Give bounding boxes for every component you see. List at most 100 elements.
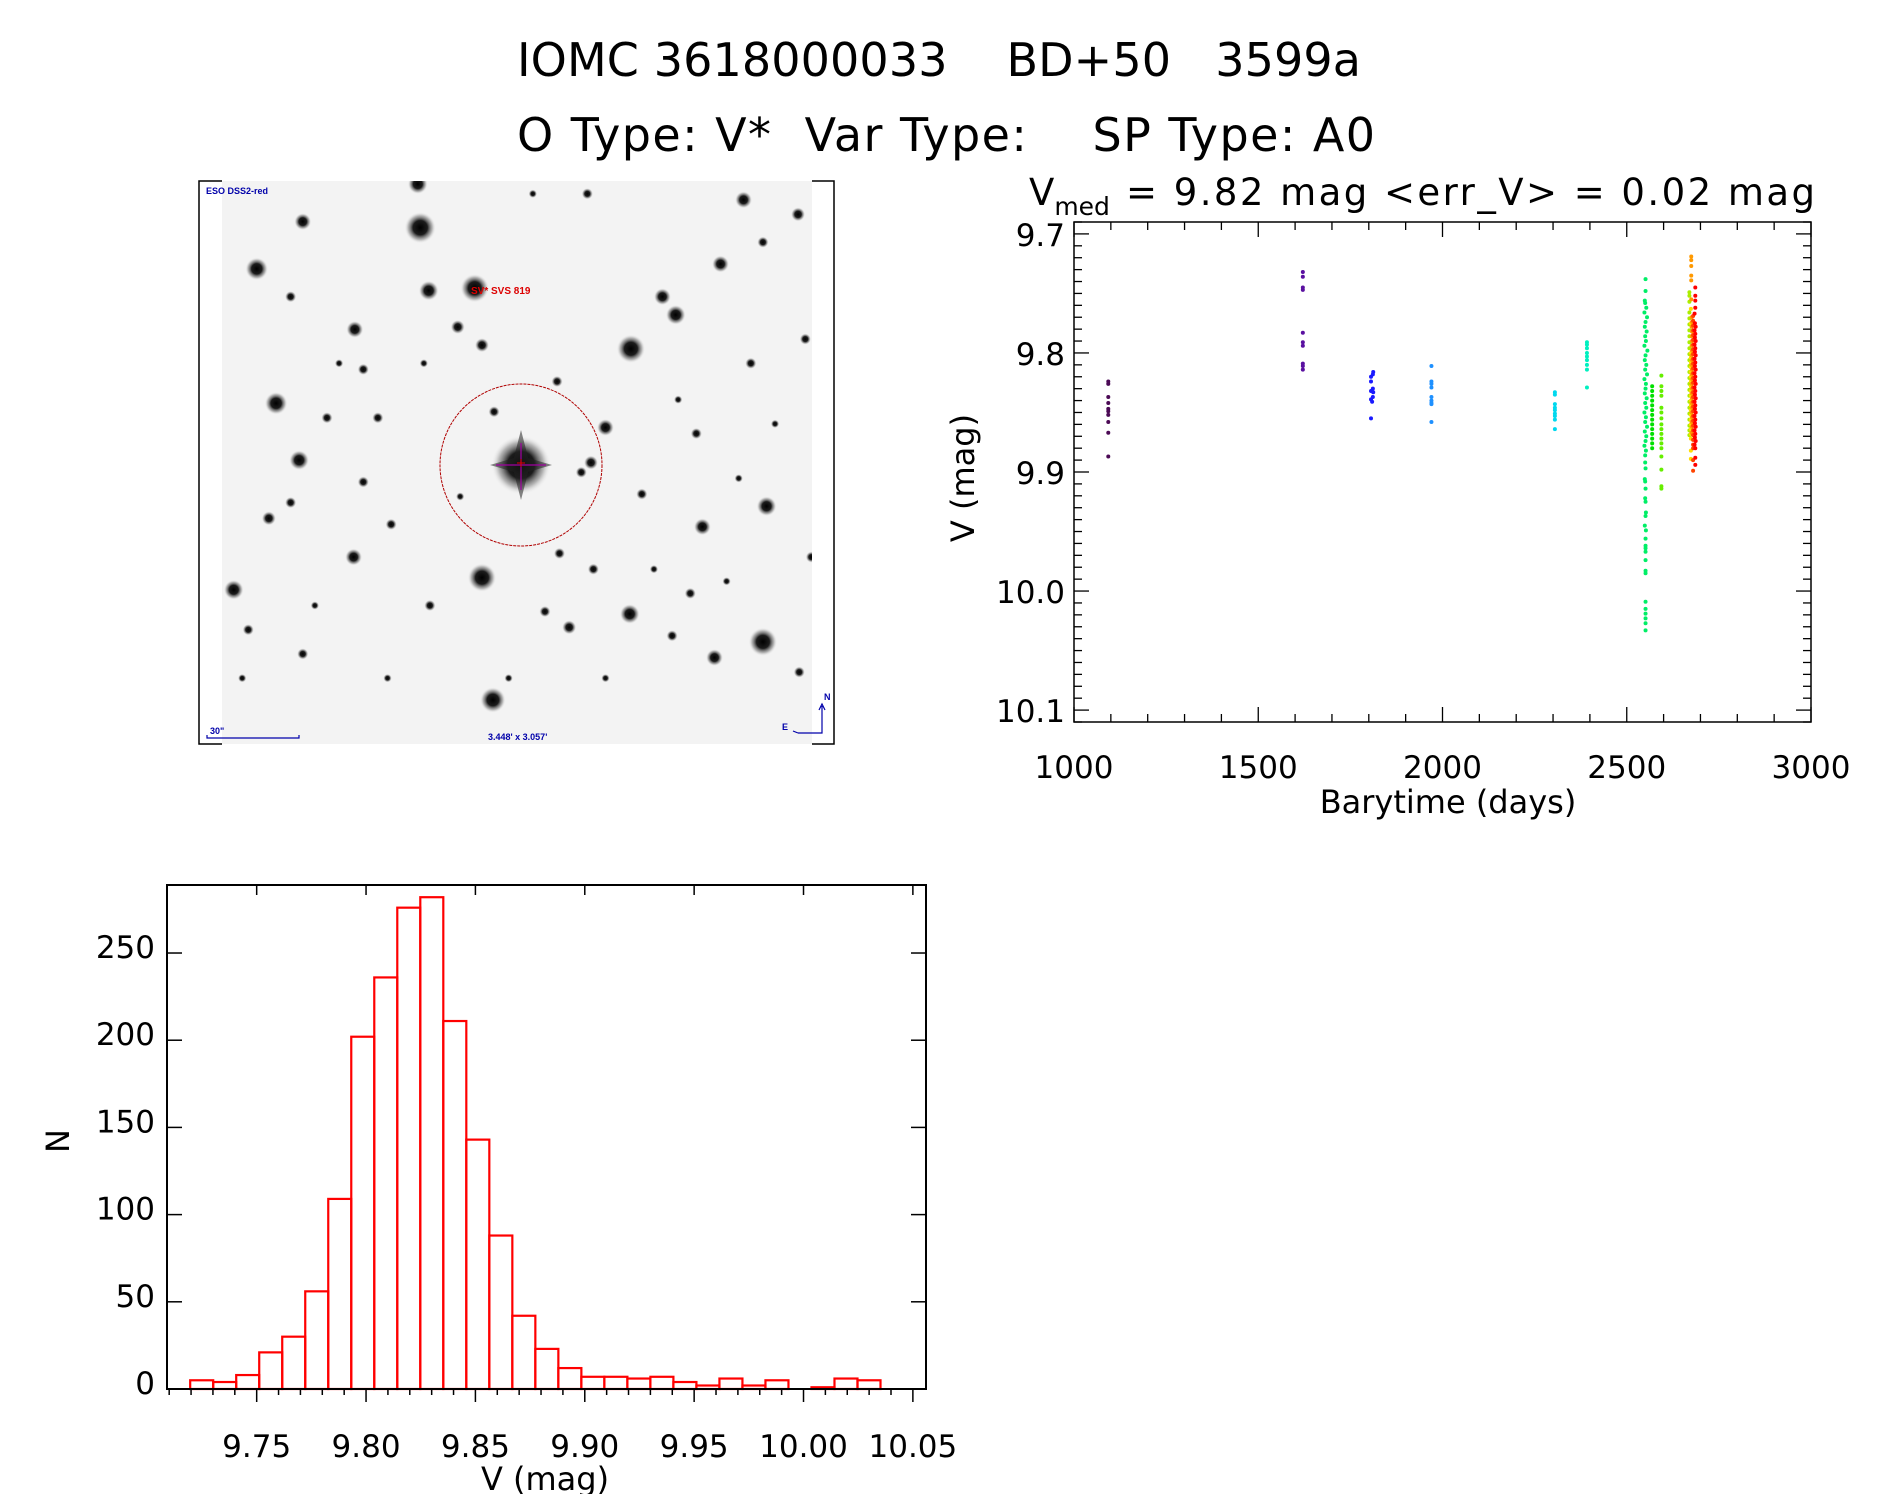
data-point [1692,321,1697,326]
data-point [1643,289,1648,294]
data-point [1688,306,1693,311]
data-point [1429,395,1434,399]
data-point [1643,400,1648,405]
histogram-ylabel: N [39,1129,77,1153]
star [770,419,780,429]
data-point [1659,454,1664,459]
star [237,673,247,683]
data-point [1693,339,1698,344]
star [705,648,724,667]
star [805,551,812,563]
data-point [1650,436,1655,441]
data-point [1643,616,1648,621]
data-point [1106,420,1111,424]
data-point [1691,468,1696,473]
data-point [1650,446,1655,451]
star [424,599,436,612]
data-point [1552,427,1557,432]
histogram-bar [856,1379,882,1391]
star [581,187,594,200]
star [553,547,566,560]
data-point [1643,621,1648,626]
data-point [1659,389,1664,394]
data-point [1642,310,1647,315]
star [616,334,646,364]
y-tick-label: 10.1 [996,694,1065,730]
data-point [1584,342,1589,347]
x-tick-label: 2500 [1587,750,1666,786]
data-point [1689,254,1694,259]
data-point [1300,270,1305,274]
data-point [1692,442,1697,447]
data-point [1643,496,1648,501]
data-point [1650,422,1655,427]
data-point [1692,406,1697,411]
data-point [1659,373,1664,378]
star [653,287,672,306]
data-point [1692,428,1697,433]
star [474,337,490,353]
histogram-bars [189,896,882,1391]
light-curve-chart: Vmed = 9.82 mag <err_V> = 0.02 mag 1000 15… [944,171,1850,821]
data-point [1584,367,1589,372]
data-point [1693,446,1698,451]
data-point [1693,293,1698,298]
data-point [1692,335,1697,340]
data-point [1650,398,1655,403]
star [693,518,712,536]
star [757,236,769,248]
data-point [1429,402,1434,407]
data-point [1689,278,1694,283]
histogram-bar [281,1335,307,1391]
histogram-bar [488,1234,514,1391]
data-point [1106,409,1111,414]
y-tick-label: 100 [96,1192,155,1228]
data-point [1643,300,1648,305]
data-point [1692,435,1697,440]
data-point [1106,395,1111,399]
histogram-bar [350,1035,376,1391]
data-point [1552,408,1557,413]
data-point [1642,391,1647,396]
data-point [1644,329,1649,334]
data-point [1659,486,1664,491]
star [551,375,563,388]
data-point [1692,356,1697,361]
data-point [1693,285,1698,290]
histogram-bar [465,1138,491,1391]
data-point [1644,405,1649,410]
star [745,357,757,370]
data-point [1643,334,1648,339]
data-point [1584,362,1589,367]
data-point [1659,422,1664,427]
star [711,255,730,273]
data-point [1429,364,1434,369]
star [587,563,600,575]
light-curve-title: Vmed = 9.82 mag <err_V> = 0.02 mag [1029,171,1815,221]
data-point [1642,343,1647,348]
data-point [1693,381,1698,386]
data-point [1687,293,1692,298]
data-point [1692,414,1697,419]
field-size-label: 3.448' x 3.057' [488,732,547,742]
histogram-xlabel: V (mag) [481,1460,609,1494]
data-point [1584,358,1589,363]
data-point [1644,396,1649,401]
star [321,411,333,424]
star [418,280,439,301]
data-point [1659,384,1664,389]
star [383,673,392,683]
data-point [1643,536,1648,541]
histogram-bar [235,1373,261,1391]
data-point [1692,364,1697,369]
data-point [1692,371,1697,376]
star [488,405,500,418]
data-point [1300,287,1305,292]
data-point [1689,264,1694,269]
data-point [1643,510,1648,515]
data-point [1650,431,1655,436]
y-tick-label: 9.8 [1016,337,1065,373]
data-point [1692,399,1697,404]
star [242,623,255,636]
light-curve-xlabel: Barytime (days) [1320,783,1577,821]
